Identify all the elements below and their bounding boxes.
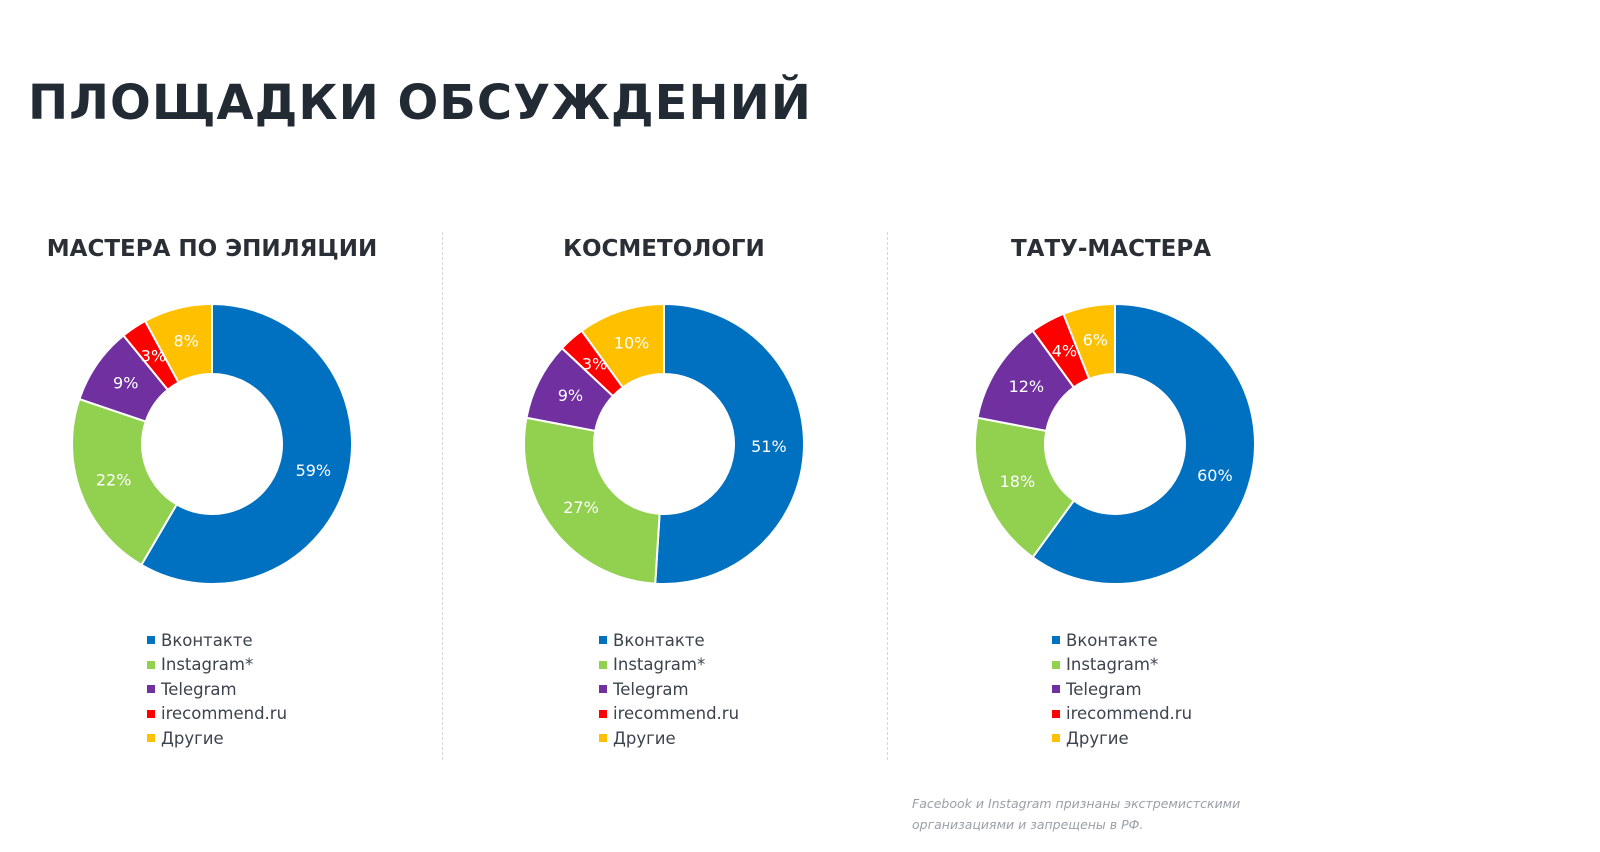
donut-chart: 51% 27% 9% 3% 10% [523, 302, 805, 585]
legend-swatch [147, 734, 155, 743]
slice-instagram [71, 397, 179, 567]
slice-vkontakte [654, 302, 805, 585]
legend-label: Telegram [613, 679, 689, 699]
legend-swatch [147, 709, 155, 718]
legend-label: Вконтакте [613, 630, 705, 650]
legend-swatch [1052, 636, 1060, 645]
legend-item-vkontakte: Вконтакте [599, 628, 739, 653]
legend-swatch [599, 709, 607, 718]
legend-item-instagram: Instagram* [1052, 653, 1192, 678]
legend-label: Другие [1066, 728, 1129, 748]
legend-item-other: Другие [1052, 726, 1192, 751]
legend-item-instagram: Instagram* [147, 653, 287, 678]
legend-label: Вконтакте [1066, 630, 1158, 650]
slice-label-irecommend: 3% [582, 355, 607, 374]
legend-item-telegram: Telegram [147, 677, 287, 702]
footnote-line: Facebook и Instagram признаны экстремист… [912, 796, 1241, 811]
slice-label-telegram: 9% [113, 374, 138, 393]
legend-item-vkontakte: Вконтакте [147, 628, 287, 653]
legend-item-vkontakte: Вконтакте [1052, 628, 1192, 653]
slice-vkontakte [1031, 302, 1256, 585]
legend-item-irecommend: irecommend.ru [599, 702, 739, 727]
chart-title: КОСМЕТОЛОГИ [563, 236, 765, 262]
slice-label-vkontakte: 60% [1197, 466, 1233, 485]
slice-other [1062, 302, 1116, 381]
legend-swatch [599, 636, 607, 645]
legend-item-instagram: Instagram* [599, 653, 739, 678]
donut-chart: 59% 22% 9%3% 8% [71, 302, 353, 585]
legend-swatch [1052, 660, 1060, 669]
legend-item-telegram: Telegram [599, 677, 739, 702]
legend-item-other: Другие [147, 726, 287, 751]
legend-label: Instagram* [613, 655, 706, 675]
slice-label-other: 10% [614, 334, 650, 353]
legend-label: Другие [161, 728, 224, 748]
chart-title: ТАТУ-МАСТЕРА [1010, 236, 1212, 262]
panel-divider-2 [887, 232, 888, 760]
legend-item-telegram: Telegram [1052, 677, 1192, 702]
legend-swatch [1052, 709, 1060, 718]
legend-item-irecommend: irecommend.ru [147, 702, 287, 727]
slice-label-vkontakte: 51% [751, 437, 787, 456]
legend-swatch [599, 734, 607, 743]
legend-label: Telegram [1066, 679, 1142, 699]
legend-label: irecommend.ru [161, 704, 288, 724]
slice-other [580, 302, 665, 389]
slice-instagram [523, 416, 661, 585]
slice-label-other: 6% [1083, 330, 1108, 349]
legend-label: Вконтакте [161, 630, 253, 650]
legend-label: Instagram* [1066, 655, 1159, 675]
slice-label-instagram: 22% [96, 470, 132, 489]
chart-panel-tattoo: ТАТУ-МАСТЕРА 60% 18% 12% 4% 6% Вконтакте Inst… [876, 230, 1346, 770]
slice-label-other: 8% [173, 332, 198, 351]
chart-legend: Вконтакте Instagram* Telegram irecommend.ru… [147, 628, 287, 751]
slice-label-telegram: 9% [558, 386, 583, 405]
legend-item-other: Другие [599, 726, 739, 751]
legend-label: Другие [613, 728, 676, 748]
footnote-line: организациями и запрещены в РФ. [912, 817, 1144, 832]
legend-swatch [1052, 685, 1060, 694]
slice-label-irecommend: 4% [1052, 341, 1077, 360]
chart-title: МАСТЕРА ПО ЭПИЛЯЦИИ [46, 236, 378, 262]
legend-swatch [147, 636, 155, 645]
slice-label-instagram: 18% [1000, 472, 1036, 491]
legend-label: Telegram [161, 679, 237, 699]
legend-swatch [147, 685, 155, 694]
legend-label: irecommend.ru [1066, 704, 1193, 724]
legend-swatch [1052, 734, 1060, 743]
chart-legend: Вконтакте Instagram* Telegram irecommend.ru… [599, 628, 739, 751]
slice-label-irecommend: 3% [141, 346, 166, 365]
legend-swatch [599, 685, 607, 694]
slice-instagram [974, 416, 1076, 559]
panel-divider-1 [442, 232, 443, 760]
legend-swatch [147, 660, 155, 669]
legend-label: Instagram* [161, 655, 254, 675]
slice-label-telegram: 12% [1009, 377, 1045, 396]
slice-label-vkontakte: 59% [296, 461, 332, 480]
page-title: ПЛОЩАДКИ ОБСУЖДЕНИЙ [28, 75, 812, 131]
footnote: Facebook и Instagram признаны экстремист… [912, 793, 1240, 835]
slice-label-instagram: 27% [563, 498, 599, 517]
slice-other [143, 302, 213, 384]
legend-swatch [599, 660, 607, 669]
chart-legend: Вконтакте Instagram* Telegram irecommend.ru… [1052, 628, 1192, 751]
chart-panel-epilation: МАСТЕРА ПО ЭПИЛЯЦИИ 59% 22% 9% 3% 8% Вконтак… [0, 230, 447, 770]
slice-vkontakte [140, 302, 353, 585]
chart-panel-cosmetologists: КОСМЕТОЛОГИ 51% 27% 9% 3% 10% Вконтакте Insta… [429, 230, 899, 770]
legend-label: irecommend.ru [613, 704, 740, 724]
legend-item-irecommend: irecommend.ru [1052, 702, 1192, 727]
donut-chart: 60% 18% 12% 4% 6% [974, 302, 1256, 585]
